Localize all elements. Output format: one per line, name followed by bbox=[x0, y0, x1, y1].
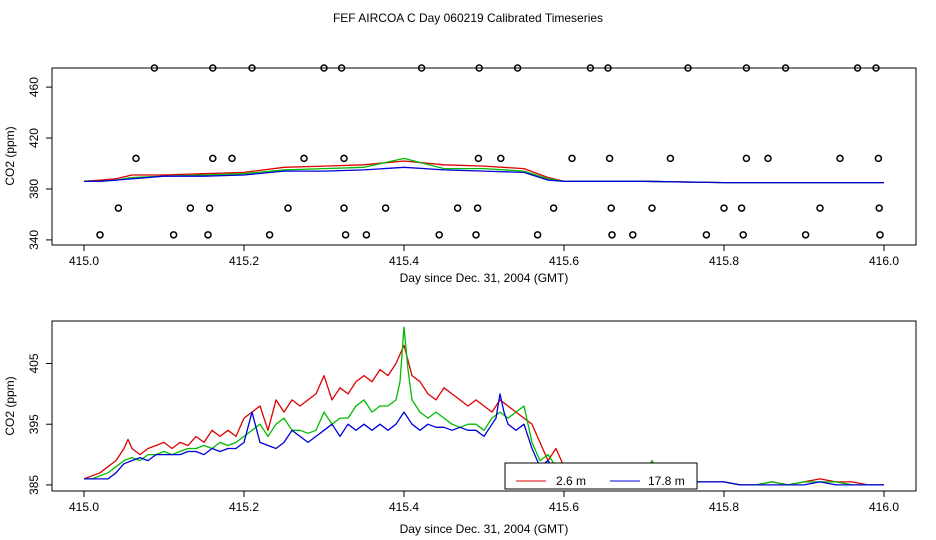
legend: 2.6 m 17.8 m bbox=[504, 462, 698, 490]
series-line-2-6-m bbox=[83, 344, 884, 486]
calibration-point bbox=[96, 231, 104, 239]
calibration-point bbox=[816, 204, 824, 212]
y-tick-label: 460 bbox=[27, 77, 41, 97]
calibration-point bbox=[381, 204, 390, 212]
calibration-point bbox=[265, 231, 274, 239]
series-line-17-8-m bbox=[84, 393, 884, 486]
y-tick-label: 380 bbox=[27, 179, 41, 199]
calibration-point bbox=[248, 64, 256, 72]
calibration-point bbox=[362, 231, 371, 239]
calibration-point bbox=[472, 231, 480, 239]
calibration-point bbox=[720, 204, 728, 212]
calibration-point bbox=[533, 231, 542, 239]
calibration-point bbox=[320, 64, 328, 72]
calibration-point bbox=[169, 231, 178, 239]
series-line-17-8-m bbox=[84, 166, 884, 184]
series-line-2-6-m bbox=[83, 160, 884, 184]
y-tick-label: 420 bbox=[27, 128, 41, 148]
legend-box bbox=[504, 462, 698, 490]
calibration-point bbox=[549, 204, 558, 212]
x-tick-label: 415.6 bbox=[549, 254, 579, 268]
calibration-point bbox=[474, 154, 483, 163]
calibration-point bbox=[284, 204, 292, 212]
calibration-point bbox=[497, 154, 505, 163]
bottom-y-axis-label: CO2 (ppm) bbox=[3, 376, 17, 435]
legend-label-2-6m: 2.6 m bbox=[556, 474, 586, 488]
calibration-point bbox=[781, 64, 790, 72]
x-tick-label: 416.0 bbox=[869, 254, 899, 268]
x-tick-label: 416.0 bbox=[869, 500, 899, 514]
calibration-point bbox=[836, 154, 844, 163]
calibration-point bbox=[605, 154, 614, 163]
calibration-point bbox=[648, 204, 656, 212]
calibration-point bbox=[739, 231, 747, 239]
calibration-point bbox=[417, 64, 426, 72]
calibration-point bbox=[114, 204, 123, 212]
calibration-point bbox=[340, 154, 348, 163]
calibration-point bbox=[475, 64, 483, 72]
top-y-axis-label: CO2 (ppm) bbox=[3, 126, 17, 185]
bottom-x-axis-label: Day since Dec. 31, 2004 (GMT) bbox=[400, 522, 569, 536]
calibration-point bbox=[132, 154, 140, 163]
x-tick-label: 415.8 bbox=[709, 500, 739, 514]
calibration-point bbox=[874, 154, 883, 163]
bottom-panel: 415.0 415.2 415.4 415.6 415.8 416.0 385 395 405… bbox=[3, 320, 917, 536]
calibration-point bbox=[228, 154, 236, 163]
calibration-point bbox=[876, 231, 884, 239]
calibration-point bbox=[513, 64, 522, 72]
x-tick-label: 415.8 bbox=[709, 254, 739, 268]
calibration-point bbox=[742, 64, 751, 72]
calibration-point bbox=[150, 64, 159, 72]
x-tick-label: 415.0 bbox=[69, 500, 99, 514]
calibration-point bbox=[586, 64, 595, 72]
x-tick-label: 415.2 bbox=[229, 254, 259, 268]
x-tick-label: 415.4 bbox=[389, 500, 419, 514]
bottom-plot-frame bbox=[51, 320, 917, 492]
calibration-point bbox=[205, 204, 214, 212]
calibration-point bbox=[204, 231, 212, 239]
calibration-point bbox=[853, 64, 862, 72]
top-plot-frame bbox=[51, 67, 917, 246]
y-tick-label: 395 bbox=[27, 414, 41, 434]
calibration-point bbox=[473, 204, 482, 212]
calibration-point bbox=[607, 204, 615, 212]
y-tick-label: 385 bbox=[27, 475, 41, 495]
calibration-point bbox=[608, 231, 616, 239]
calibration-point bbox=[186, 204, 195, 212]
calibration-point bbox=[875, 204, 883, 212]
calibration-point bbox=[340, 204, 348, 212]
calibration-point bbox=[604, 64, 612, 72]
x-tick-label: 415.0 bbox=[69, 254, 99, 268]
top-panel: 415.0 415.2 415.4 415.6 415.8 416.0 340 380 420… bbox=[3, 64, 917, 285]
calibration-point bbox=[300, 154, 308, 163]
calibration-point bbox=[684, 64, 692, 72]
calibration-point bbox=[629, 231, 637, 239]
chart-title: FEF AIRCOA C Day 060219 Calibrated Times… bbox=[333, 11, 603, 25]
calibration-point bbox=[666, 154, 675, 163]
x-tick-label: 415.4 bbox=[389, 254, 419, 268]
calibration-point bbox=[872, 64, 880, 72]
y-tick-label: 340 bbox=[27, 230, 41, 250]
calibration-point bbox=[702, 231, 711, 239]
calibration-point bbox=[209, 154, 217, 163]
calibration-point bbox=[435, 231, 443, 239]
calibration-point bbox=[209, 64, 217, 72]
calibration-point bbox=[737, 204, 746, 212]
calibration-point bbox=[801, 231, 810, 239]
calibration-point bbox=[337, 64, 346, 72]
calibration-point bbox=[764, 154, 772, 163]
x-tick-label: 415.2 bbox=[229, 500, 259, 514]
y-tick-label: 405 bbox=[27, 353, 41, 373]
calibration-point bbox=[568, 154, 576, 163]
calibration-point bbox=[453, 204, 462, 212]
calibration-point bbox=[341, 231, 350, 239]
x-tick-label: 415.6 bbox=[549, 500, 579, 514]
calibration-point bbox=[742, 154, 751, 163]
top-x-axis-label: Day since Dec. 31, 2004 (GMT) bbox=[400, 271, 569, 285]
legend-label-17-8m: 17.8 m bbox=[648, 474, 685, 488]
